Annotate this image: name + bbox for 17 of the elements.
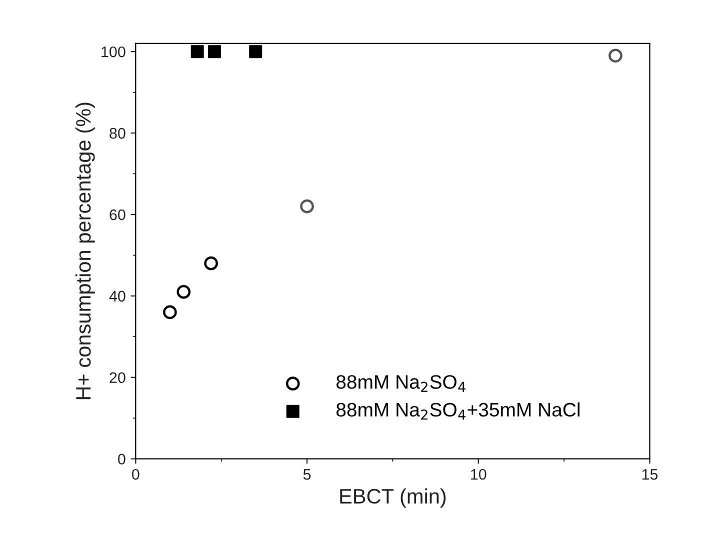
x-axis-title: EBCT (min) — [340, 488, 446, 508]
y-tick-label: 40 — [109, 290, 126, 302]
x-tick-label: 5 — [303, 469, 311, 480]
legend-label: 88mM Na$_{2}$SO$_{4}$+35mM NaCl — [336, 402, 580, 420]
y-tick-label: 0 — [118, 454, 126, 465]
y-tick-label: 60 — [110, 209, 126, 220]
y-tick-label: 100 — [102, 46, 126, 58]
y-tick-label: 80 — [110, 128, 126, 139]
y-axis-title: H+ consumption percentage (%) — [75, 102, 95, 400]
x-tick-label: 15 — [642, 469, 658, 480]
x-tick-label: 10 — [471, 468, 486, 480]
point — [249, 45, 262, 58]
x-tick-label: 0 — [132, 468, 140, 480]
point — [190, 45, 204, 58]
point — [208, 45, 221, 58]
y-tick-label: 20 — [110, 372, 126, 384]
legend-label: 88mM Na$_{2}$SO$_{4}$ — [336, 375, 466, 392]
